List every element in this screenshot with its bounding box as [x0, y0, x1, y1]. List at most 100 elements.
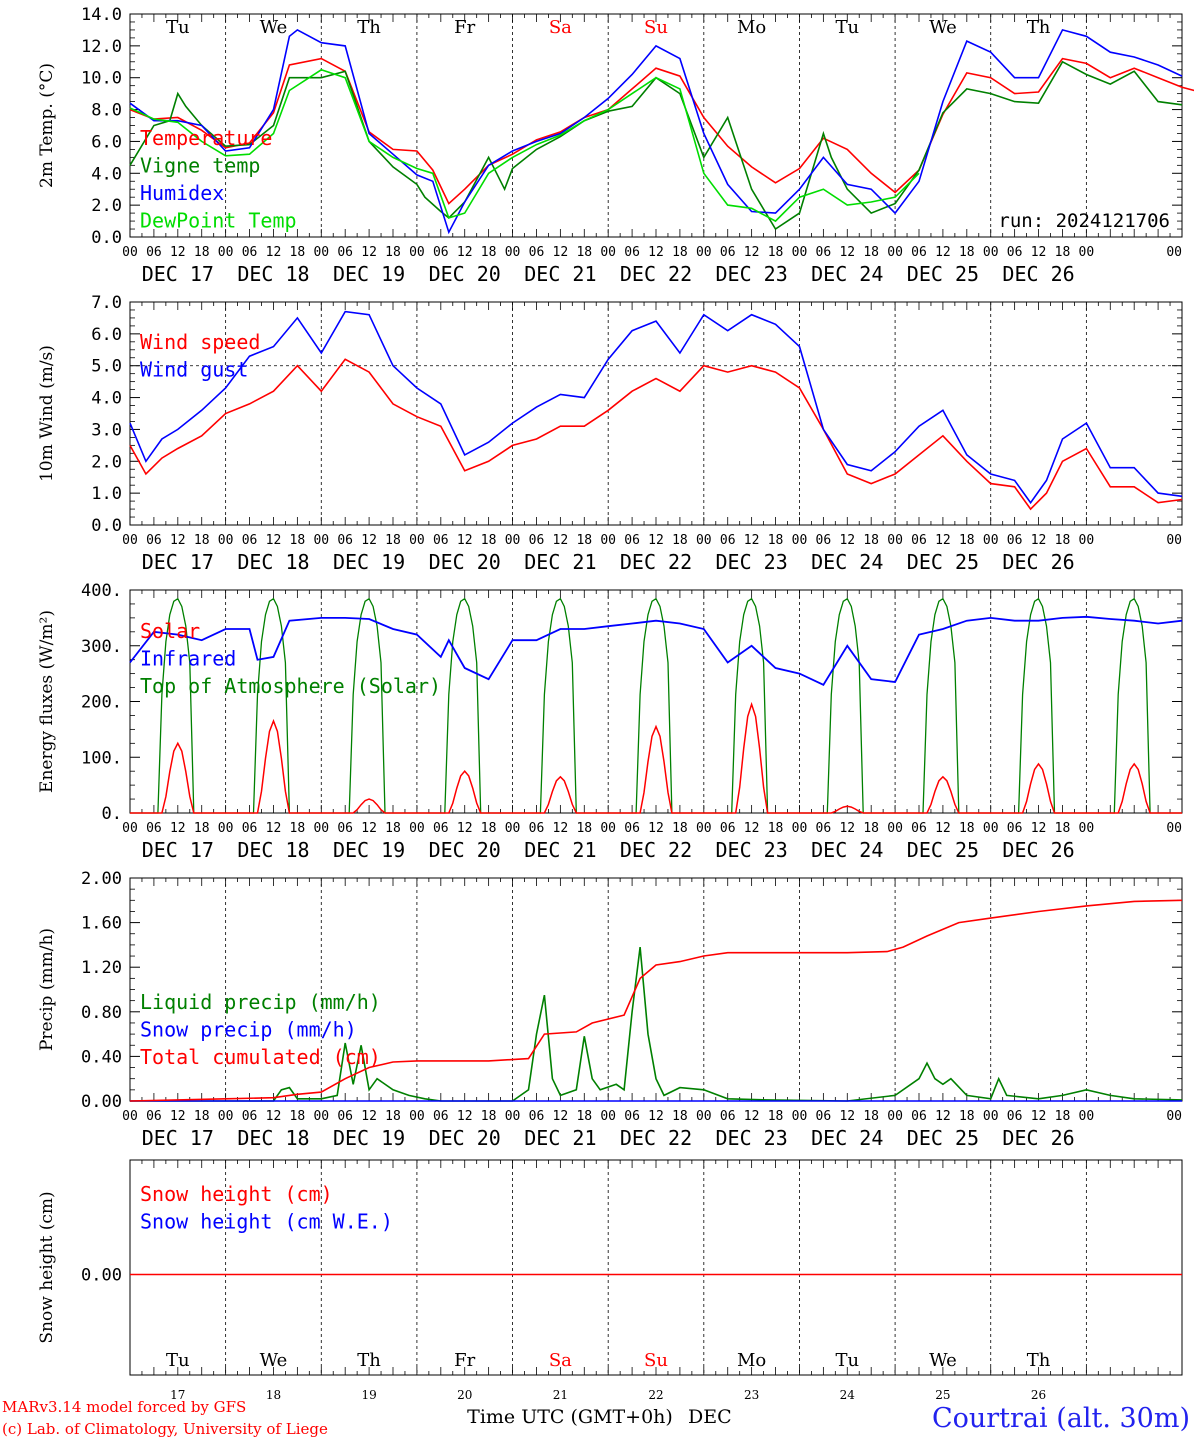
- legend-entry: Snow height (cm): [140, 1182, 333, 1206]
- hour-tick-label: 00: [792, 533, 808, 548]
- hour-tick-label: 12: [170, 1109, 186, 1124]
- date-label: DEC 18: [237, 550, 309, 574]
- hour-tick-label: 00: [505, 1109, 521, 1124]
- date-label: DEC 21: [524, 262, 596, 286]
- date-label: DEC 18: [237, 262, 309, 286]
- date-label: DEC 20: [429, 838, 501, 862]
- date-label: DEC 21: [524, 1126, 596, 1150]
- hour-tick-label: 12: [553, 533, 569, 548]
- hour-tick-label: 18: [863, 1109, 879, 1124]
- hour-tick-label: 18: [672, 533, 688, 548]
- hour-tick-label: 18: [1055, 533, 1071, 548]
- plot-frame: [129, 301, 1183, 526]
- hour-tick-label: 06: [146, 1109, 162, 1124]
- hour-tick-label: 12: [1031, 245, 1047, 260]
- weekday-label: Fr: [454, 17, 475, 38]
- legend-entry: Infrared: [140, 647, 236, 671]
- hour-tick-label: 06: [720, 533, 736, 548]
- hour-tick-label: 18: [768, 533, 784, 548]
- hour-tick-label: 00: [313, 821, 329, 836]
- hour-tick-label: 00: [983, 821, 999, 836]
- hour-tick-label: 00: [505, 245, 521, 260]
- y-axis-label: 10m Wind (m/s): [37, 345, 57, 482]
- hour-tick-label: 06: [624, 533, 640, 548]
- y-axis-label: Energy fluxes (W/m²): [37, 610, 57, 793]
- y-axis-label: Snow height (cm): [37, 1191, 57, 1343]
- chart-panel-2: 0.0 1.0 2.0 3.0 4.0 5.0 6.0 7.0 10m Wind (m/s) 00…: [37, 293, 1183, 574]
- hour-tick-label: 00: [696, 1109, 712, 1124]
- hour-tick-label: 18: [576, 821, 592, 836]
- hour-tick-label: 06: [529, 1109, 545, 1124]
- date-number-label: 17: [170, 1388, 185, 1402]
- hour-tick-label: 06: [433, 1109, 449, 1124]
- date-label: DEC 22: [620, 262, 692, 286]
- hour-tick-label: 00: [600, 1109, 616, 1124]
- hour-tick-label: 12: [266, 1109, 282, 1124]
- x-axis-label: Time UTC (GMT+0h): [467, 1406, 673, 1428]
- hour-tick-label: 18: [959, 533, 975, 548]
- series-line-3: [129, 28, 1183, 235]
- date-label: DEC 26: [1002, 550, 1074, 574]
- hour-tick-label: 00: [1166, 821, 1182, 836]
- hour-tick-label: 00: [122, 533, 138, 548]
- hour-tick-label: 00: [792, 1109, 808, 1124]
- hour-tick-label: 00: [792, 821, 808, 836]
- date-number-label: 23: [744, 1388, 759, 1402]
- date-number-label: 21: [553, 1388, 568, 1402]
- hour-tick-label: 06: [816, 1109, 832, 1124]
- y-tick-label: 0.80: [81, 1003, 122, 1023]
- hour-tick-label: 00: [983, 533, 999, 548]
- date-number-label: 24: [840, 1388, 856, 1402]
- hour-tick-label: 00: [696, 245, 712, 260]
- hour-tick-label: 12: [553, 1109, 569, 1124]
- hour-tick-label: 12: [744, 245, 760, 260]
- hour-tick-label: 06: [1007, 533, 1023, 548]
- hour-tick-label: 00: [409, 533, 425, 548]
- legend-entry: Humidex: [140, 181, 224, 205]
- date-label: DEC 17: [142, 262, 214, 286]
- series-line-2: [129, 60, 1183, 231]
- weekday-label: We: [260, 17, 288, 38]
- hour-tick-label: 18: [959, 1109, 975, 1124]
- y-tick-label: 10.0: [81, 69, 122, 89]
- hour-tick-label: 06: [146, 245, 162, 260]
- y-tick-label: 0.0: [91, 228, 122, 248]
- hour-tick-label: 06: [816, 245, 832, 260]
- y-tick-label: 300.: [81, 637, 122, 657]
- hour-tick-label: 06: [720, 245, 736, 260]
- hour-tick-label: 00: [218, 1109, 234, 1124]
- date-number-label: 19: [361, 1388, 376, 1402]
- hour-tick-label: 18: [385, 1109, 401, 1124]
- hour-tick-label: 06: [911, 245, 927, 260]
- hour-tick-label: 00: [600, 245, 616, 260]
- hour-tick-label: 12: [361, 245, 377, 260]
- lab-credit: (c) Lab. of Climatology, University of L…: [2, 1420, 328, 1438]
- date-label: DEC 23: [716, 838, 788, 862]
- hour-tick-label: 18: [290, 245, 306, 260]
- hour-tick-label: 00: [122, 821, 138, 836]
- hour-tick-label: 18: [290, 1109, 306, 1124]
- hour-tick-label: 06: [146, 533, 162, 548]
- legend-entry: DewPoint Temp: [140, 209, 297, 233]
- hour-tick-label: 18: [385, 821, 401, 836]
- hour-tick-label: 12: [648, 533, 664, 548]
- hour-tick-label: 00: [313, 1109, 329, 1124]
- hour-tick-label: 12: [170, 821, 186, 836]
- series-line-1: [130, 947, 1183, 1102]
- hour-tick-label: 00: [1079, 821, 1095, 836]
- hour-tick-label: 00: [600, 533, 616, 548]
- hour-tick-label: 12: [744, 533, 760, 548]
- series-line-1: [129, 358, 1183, 511]
- hour-tick-label: 00: [218, 245, 234, 260]
- hour-tick-label: 12: [935, 245, 951, 260]
- legend-entry: Top of Atmosphere (Solar): [140, 674, 441, 698]
- weekday-label: Sa: [549, 17, 572, 38]
- date-label: DEC 20: [429, 262, 501, 286]
- hour-tick-label: 06: [242, 821, 258, 836]
- solar-line: [130, 701, 1182, 814]
- y-tick-label: 4.0: [91, 389, 122, 409]
- y-tick-label: 2.0: [91, 452, 122, 472]
- hour-tick-label: 12: [1031, 1109, 1047, 1124]
- hour-tick-label: 18: [481, 245, 497, 260]
- hour-tick-label: 12: [839, 821, 855, 836]
